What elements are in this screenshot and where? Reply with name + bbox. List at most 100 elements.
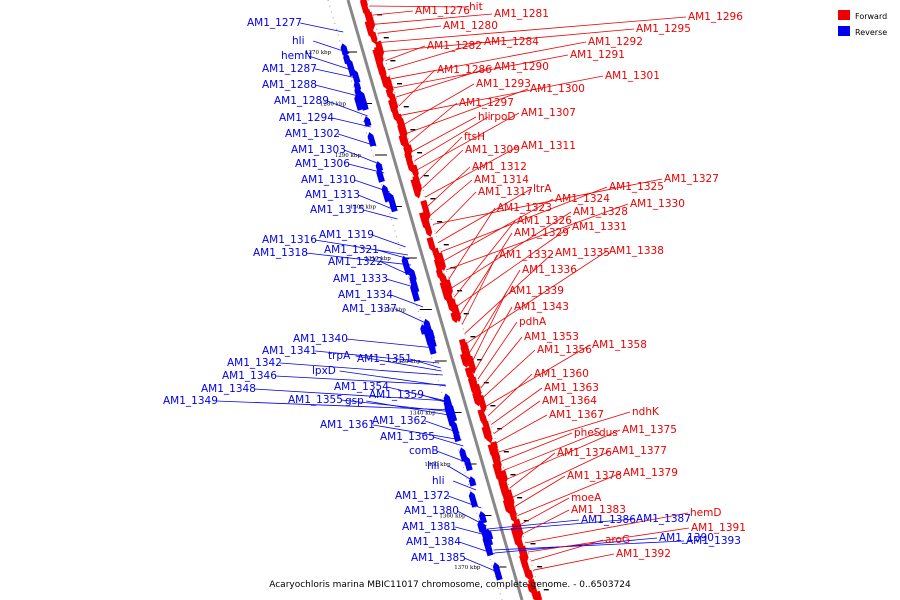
reverse-leader-line	[358, 194, 396, 211]
forward-leader-line	[403, 83, 475, 125]
forward-leader-line	[448, 207, 496, 280]
forward-gene-label: AM1_1311	[521, 140, 576, 152]
reverse-gene-label: AM1_1277	[247, 17, 302, 29]
reverse-feature	[351, 69, 361, 84]
forward-gene-label: AM1_1301	[605, 70, 660, 82]
forward-feature	[505, 489, 515, 507]
legend: Forward Reverse	[838, 10, 887, 37]
forward-leader-line	[522, 509, 570, 535]
forward-leader-line	[390, 41, 587, 80]
forward-leader-line	[525, 512, 689, 544]
reverse-leader-line	[425, 420, 460, 434]
reverse-leader-line	[300, 22, 344, 33]
forward-leader-line	[459, 232, 513, 316]
feature-marker	[523, 520, 529, 522]
reverse-leader-line	[459, 541, 495, 555]
forward-feature	[525, 569, 534, 582]
forward-gene-label: AM1_1293	[476, 78, 531, 90]
forward-leader-line	[435, 191, 477, 234]
reverse-gene-label: AM1_1316	[262, 234, 317, 246]
forward-gene-label: AM1_1330	[630, 198, 685, 210]
reverse-leader-line	[381, 261, 415, 278]
tick-label: 1330 kbp	[395, 359, 422, 365]
forward-gene-label: AM1_1332	[499, 249, 554, 261]
reverse-leader-line	[494, 537, 658, 554]
forward-gene-label: AM1_1291	[570, 49, 625, 61]
reverse-feature	[363, 116, 372, 127]
feature-marker	[403, 106, 409, 108]
forward-leader-line	[517, 472, 622, 516]
tick-label: 1350 kbp	[424, 462, 451, 468]
forward-leader-line	[411, 116, 477, 152]
reverse-leader-line	[315, 350, 440, 364]
reverse-gene-label: AM1_1365	[380, 431, 435, 443]
forward-leader-line	[398, 69, 436, 107]
legend-forward-label: Forward	[855, 12, 887, 21]
forward-leader-line	[446, 203, 629, 271]
reverse-gene-label: AM1_1387	[636, 513, 691, 525]
forward-leader-line	[419, 136, 463, 180]
reverse-gene-label: AM1_1380	[404, 505, 459, 517]
reverse-leader-line	[332, 117, 371, 128]
forward-gene-label: AM1_1358	[592, 339, 647, 351]
forward-leader-line	[512, 450, 611, 498]
forward-leader-line	[469, 269, 521, 353]
forward-feature	[420, 199, 431, 221]
reverse-gene-label: AM1_1303	[291, 144, 346, 156]
forward-gene-label: AM1_1297	[459, 97, 514, 109]
forward-gene-label: AM1_1327	[664, 173, 719, 185]
forward-gene-label: AM1_1339	[509, 285, 564, 297]
forward-leader-line	[467, 250, 608, 344]
reverse-gene-label: AM1_1354	[334, 381, 389, 393]
reverse-gene-label: AM1_1306	[295, 158, 350, 170]
forward-gene-label: AM1_1312	[472, 161, 527, 173]
forward-gene-label: AM1_1326	[517, 215, 572, 227]
forward-gene-label: AM1_1343	[514, 301, 569, 313]
forward-gene-label: AM1_1356	[537, 344, 592, 356]
reverse-leader-line	[447, 465, 474, 482]
reverse-leader-line	[386, 278, 418, 289]
feature-marker	[437, 221, 443, 223]
forward-leader-line	[498, 411, 631, 453]
reverse-feature	[367, 132, 377, 147]
forward-gene-label: ndhK	[632, 406, 660, 418]
forward-leader-line	[506, 429, 621, 480]
legend-forward-swatch	[838, 10, 850, 20]
reverse-gene-label: AM1_1384	[406, 536, 461, 548]
reverse-gene-label: AM1_1342	[227, 357, 282, 369]
reverse-gene-label: AM1_1346	[222, 370, 277, 382]
forward-leader-line	[385, 45, 426, 61]
forward-leader-line	[464, 252, 554, 334]
tick-label: 1340 kbp	[410, 411, 437, 417]
forward-gene-label: aroG	[605, 534, 630, 546]
forward-leader-line	[406, 88, 529, 134]
forward-leader-line	[533, 553, 615, 571]
forward-leader-line	[430, 179, 473, 216]
forward-feature	[436, 252, 446, 271]
reverse-leader-line	[377, 249, 410, 260]
forward-leader-line	[401, 75, 604, 116]
forward-leader-line	[374, 13, 493, 25]
forward-gene-label: AM1_1325	[609, 181, 664, 193]
reverse-feature	[478, 511, 488, 524]
forward-leader-line	[504, 432, 598, 471]
reverse-feature	[463, 455, 473, 472]
reverse-feature	[447, 402, 458, 422]
reverse-gene-label: AM1_1333	[333, 273, 388, 285]
reverse-gene-label: trpA	[328, 350, 351, 362]
reverse-gene-label: AM1_1289	[274, 95, 329, 107]
forward-gene-label: AM1_1338	[609, 245, 664, 257]
forward-leader-line	[372, 10, 414, 16]
forward-leader-line	[501, 432, 573, 462]
forward-leader-line	[519, 497, 570, 526]
reverse-feature	[429, 344, 437, 355]
forward-gene-label: AM1_1317	[478, 186, 533, 198]
forward-gene-label: hli	[478, 111, 491, 123]
reverse-leader-line	[366, 400, 455, 417]
forward-gene-label: AM1_1329	[514, 227, 569, 239]
forward-gene-label: AM1_1367	[549, 409, 604, 421]
forward-leader-line	[509, 452, 556, 489]
forward-gene-label: AM1_1375	[622, 424, 677, 436]
feature-marker	[503, 451, 509, 453]
feature-marker	[417, 152, 423, 154]
